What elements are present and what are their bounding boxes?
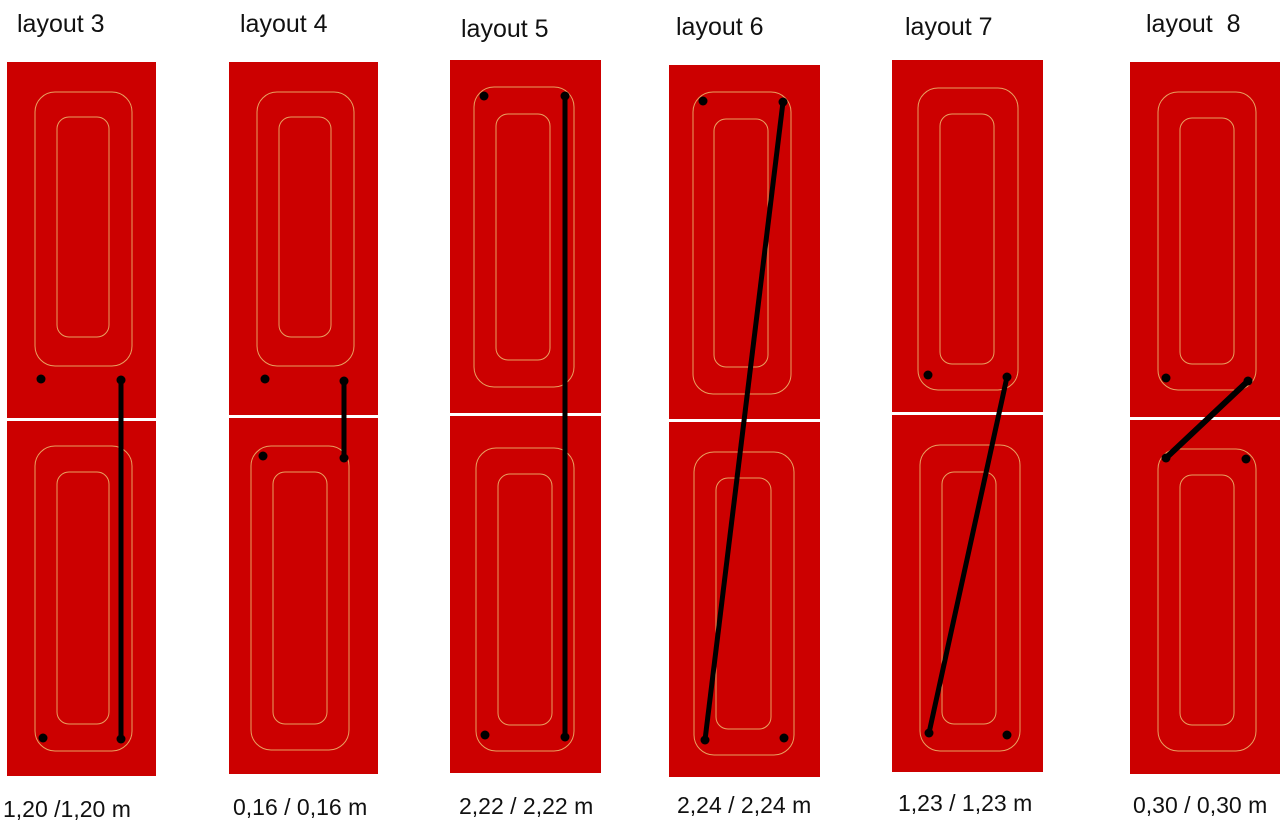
connector-dot [1161, 373, 1171, 383]
connector-dot [260, 374, 270, 384]
connector-dot [700, 735, 710, 745]
layout-5-coils [473, 86, 575, 752]
connector-dot [924, 728, 934, 738]
connector-dot [1002, 730, 1012, 740]
panel-divider [450, 413, 601, 416]
panel-divider [892, 412, 1043, 415]
connector-dot [339, 453, 349, 463]
connector-dot [116, 375, 126, 385]
layout-3-title: layout 3 [17, 10, 105, 38]
lower-outer-coil [250, 445, 350, 751]
layout-5-title: layout 5 [461, 15, 549, 43]
layout-7-title: layout 7 [905, 13, 993, 41]
connector-dot [116, 734, 126, 744]
layout-7-panel [892, 60, 1043, 772]
layout-7-caption: 1,23 / 1,23 m [898, 790, 1033, 816]
lower-inner-coil [497, 473, 553, 726]
connector-dot [36, 374, 46, 384]
layout-4-caption: 0,16 / 0,16 m [233, 794, 368, 820]
connector-dot [560, 732, 570, 742]
connector-dot [258, 451, 268, 461]
upper-inner-coil [939, 113, 995, 365]
lower-outer-coil [693, 451, 795, 756]
upper-inner-coil [1179, 117, 1235, 365]
lower-inner-coil [272, 471, 328, 725]
lower-inner-coil [941, 471, 997, 725]
upper-inner-coil [278, 116, 332, 338]
upper-inner-coil [56, 116, 110, 338]
connector-dot [1161, 453, 1171, 463]
layout-8-panel [1130, 62, 1280, 774]
connector-dot [779, 733, 789, 743]
layout-6-caption: 2,24 / 2,24 m [677, 792, 812, 818]
connection-line [1163, 378, 1251, 461]
layout-6-title: layout 6 [676, 13, 764, 41]
layout-5-panel [450, 60, 601, 773]
connector-dot [480, 730, 490, 740]
lower-outer-coil [475, 447, 575, 752]
connection-line [926, 376, 1010, 734]
upper-inner-coil [495, 113, 551, 361]
panel-divider [229, 415, 378, 418]
layout-8-caption: 0,30 / 0,30 m [1133, 792, 1268, 818]
layout-8-coils [1157, 91, 1257, 752]
upper-outer-coil [473, 86, 575, 388]
upper-outer-coil [256, 91, 355, 367]
layout-6-coils [692, 91, 795, 756]
lower-outer-coil [34, 445, 133, 752]
lower-outer-coil [1157, 448, 1257, 752]
upper-inner-coil [713, 118, 769, 368]
upper-outer-coil [917, 87, 1019, 391]
upper-outer-coil [34, 91, 133, 367]
layout-8-title: layout 8 [1146, 10, 1241, 38]
layout-4-panel [229, 62, 378, 774]
connector-dot [1002, 372, 1012, 382]
lower-inner-coil [1179, 474, 1235, 726]
layout-4-coils [250, 91, 355, 751]
connector-dot [698, 96, 708, 106]
connector-dot [479, 91, 489, 101]
layout-7-coils [917, 87, 1021, 752]
lower-outer-coil [919, 444, 1021, 752]
connector-dot [560, 91, 570, 101]
connector-dot [1241, 454, 1251, 464]
connector-dot [339, 376, 349, 386]
layout-6-panel [669, 65, 820, 777]
layout-3-panel [7, 62, 156, 776]
connector-dot [38, 733, 48, 743]
lower-inner-coil [56, 471, 110, 725]
connection-line [702, 101, 786, 741]
panel-divider [7, 418, 156, 421]
connector-dot [778, 97, 788, 107]
lower-inner-coil [715, 477, 772, 730]
layout-3-coils [34, 91, 133, 752]
connector-dot [1243, 376, 1253, 386]
upper-outer-coil [1157, 91, 1257, 391]
upper-outer-coil [692, 91, 792, 395]
layout-5-caption: 2,22 / 2,22 m [459, 793, 594, 819]
layout-3-caption: 1,20 /1,20 m [3, 796, 131, 822]
connector-dot [923, 370, 933, 380]
layout-4-title: layout 4 [240, 10, 328, 38]
